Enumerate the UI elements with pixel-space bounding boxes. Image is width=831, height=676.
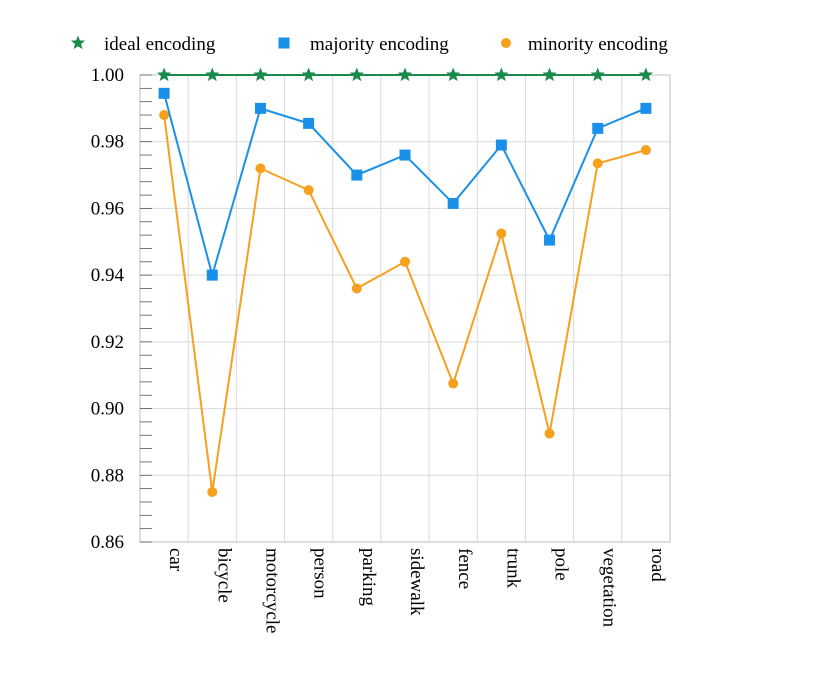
series-square <box>158 87 652 281</box>
data-point <box>495 139 507 151</box>
series-group <box>156 67 654 497</box>
data-point <box>207 486 218 497</box>
data-point <box>349 67 364 82</box>
data-point <box>542 67 557 82</box>
data-point <box>156 67 172 82</box>
legend-item: ideal encoding <box>70 34 216 55</box>
data-point <box>301 67 316 82</box>
series-circle <box>159 110 651 497</box>
legend-item: minority encoding <box>501 34 668 55</box>
data-point <box>496 228 507 239</box>
data-point <box>400 256 410 267</box>
data-point <box>544 428 555 439</box>
data-point <box>253 67 268 82</box>
y-tick-label: 0.92 <box>91 332 124 353</box>
data-point <box>158 87 170 99</box>
legend-label: minority encoding <box>528 34 668 55</box>
data-point <box>446 67 461 82</box>
data-point <box>399 149 411 161</box>
x-tick-label: sidewalk <box>406 548 427 616</box>
data-point <box>351 283 362 294</box>
x-tick-label: car <box>165 548 186 572</box>
y-tick-label: 0.94 <box>91 265 125 286</box>
y-tick-label: 0.90 <box>91 399 124 420</box>
data-point <box>448 378 459 389</box>
legend-marker <box>501 38 511 48</box>
data-point <box>159 110 170 121</box>
data-point <box>638 67 654 82</box>
y-tick-label: 0.86 <box>91 532 124 553</box>
x-tick-label: person <box>310 548 331 599</box>
data-point <box>590 67 605 82</box>
x-tick-label: vegetation <box>599 548 620 628</box>
y-tick-label: 1.00 <box>91 65 124 86</box>
x-tick-label: trunk <box>502 548 523 589</box>
data-point <box>205 67 220 82</box>
data-point <box>206 269 218 281</box>
data-point <box>592 158 603 169</box>
data-point <box>640 102 652 114</box>
legend-label: ideal encoding <box>104 34 216 55</box>
data-point <box>397 67 413 82</box>
x-tick-label: pole <box>551 548 572 581</box>
data-point <box>592 122 604 134</box>
data-point <box>303 117 315 129</box>
y-tick-label: 0.98 <box>91 132 124 153</box>
y-tick-label: 0.88 <box>91 465 124 486</box>
data-point <box>351 169 363 181</box>
y-axis: 0.86 0.88 0.90 0.92 0.94 0.96 0.98 1.00 <box>91 65 152 553</box>
series-star <box>156 67 654 82</box>
data-point <box>254 102 266 114</box>
grid <box>139 74 671 543</box>
x-tick-label: bicycle <box>213 548 234 603</box>
x-tick-label: parking <box>358 548 379 607</box>
legend-label: majority encoding <box>310 34 449 55</box>
legend-marker <box>70 35 86 50</box>
data-point <box>255 163 266 174</box>
x-tick-label: motorcycle <box>261 548 282 633</box>
legend-marker <box>278 37 290 49</box>
legend: ideal encoding majority encoding minority … <box>70 34 668 55</box>
data-point <box>303 185 314 196</box>
data-point <box>640 145 651 156</box>
x-tick-label: road <box>647 548 668 582</box>
data-point <box>494 67 509 82</box>
x-axis: car bicycle motorcycle person parking sidewal… <box>165 548 668 633</box>
legend-item: majority encoding <box>278 34 449 55</box>
data-point <box>447 197 459 209</box>
x-tick-label: fence <box>454 548 475 589</box>
data-point <box>544 234 556 246</box>
y-tick-label: 0.96 <box>91 198 124 219</box>
